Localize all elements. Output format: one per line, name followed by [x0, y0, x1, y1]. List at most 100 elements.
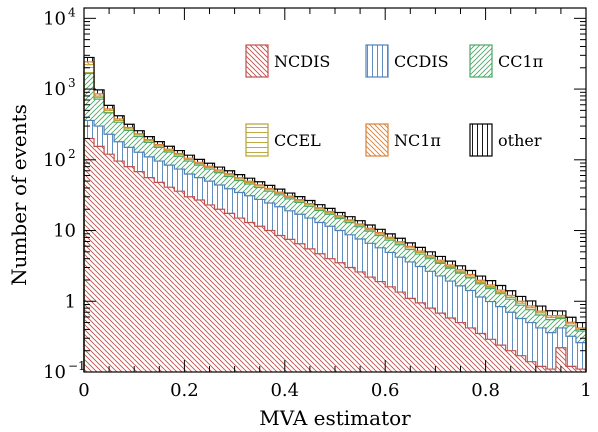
- bar-cc1pi-6: [144, 142, 155, 157]
- bar-nc1pi-37: [455, 269, 466, 272]
- bar-other-40: [485, 280, 496, 285]
- bar-ncdis-31: [395, 292, 406, 372]
- bar-cc1pi-26: [345, 222, 356, 235]
- legend-swatch: [469, 44, 493, 78]
- bar-other-19: [274, 189, 285, 193]
- bar-other-13: [214, 167, 225, 171]
- bar-other-47: [555, 310, 566, 316]
- bar-ccel-35: [435, 261, 446, 264]
- bar-other-49: [575, 322, 586, 328]
- bar-ccel-1: [94, 96, 105, 100]
- bar-nc1pi-6: [144, 139, 155, 141]
- bar-ncdis-0: [84, 138, 95, 372]
- legend-entry-ncdis: NCDIS: [245, 44, 330, 78]
- bar-ncdis-49: [575, 369, 586, 372]
- bar-other-44: [525, 300, 536, 306]
- bar-ccel-28: [365, 229, 376, 232]
- bar-nc1pi-10: [184, 158, 195, 160]
- bar-ccel-31: [395, 243, 406, 245]
- bar-cc1pi-46: [545, 319, 556, 333]
- bar-cc1pi-24: [324, 214, 335, 227]
- legend-label: NCDIS: [274, 52, 330, 71]
- bar-ccdis-28: [365, 243, 376, 278]
- legend-label: CC1π: [498, 52, 543, 71]
- bar-other-38: [465, 270, 476, 275]
- bar-nc1pi-38: [465, 274, 476, 277]
- bar-ncdis-45: [535, 366, 546, 372]
- bar-cc1pi-25: [335, 218, 346, 231]
- bar-ncdis-47: [555, 347, 566, 372]
- bar-other-36: [445, 261, 456, 265]
- bar-nc1pi-0: [84, 61, 95, 65]
- bar-other-34: [425, 251, 436, 256]
- bar-ccel-25: [335, 216, 346, 219]
- bar-other-10: [184, 155, 195, 159]
- bar-nc1pi-46: [545, 315, 556, 318]
- bar-ncdis-24: [324, 258, 335, 372]
- bar-ccdis-37: [455, 285, 466, 323]
- bar-other-11: [194, 159, 205, 163]
- bar-cc1pi-41: [495, 293, 506, 307]
- bar-ccel-18: [264, 189, 275, 192]
- bar-ccdis-49: [575, 342, 586, 370]
- bar-ncdis-5: [134, 171, 145, 372]
- bar-ccdis-32: [405, 261, 416, 299]
- bar-nc1pi-34: [425, 255, 436, 257]
- y-tick-label: 10: [43, 150, 66, 171]
- bar-nc1pi-19: [274, 192, 285, 194]
- series-ccel: [84, 64, 586, 331]
- bar-ncdis-13: [214, 209, 225, 372]
- bar-ccdis-2: [104, 134, 115, 155]
- bar-other-21: [294, 196, 305, 200]
- bar-ccdis-41: [495, 306, 506, 346]
- bar-ncdis-25: [335, 262, 346, 372]
- bar-ccel-20: [284, 197, 295, 199]
- bar-ncdis-2: [104, 154, 115, 372]
- bar-nc1pi-26: [345, 219, 356, 222]
- bar-ccdis-48: [565, 336, 576, 367]
- bar-cc1pi-7: [154, 147, 165, 162]
- bar-nc1pi-24: [324, 211, 335, 213]
- bar-nc1pi-31: [395, 241, 406, 244]
- bar-ccel-34: [425, 256, 436, 259]
- y-tick-label-exponent: 3: [68, 76, 76, 90]
- bar-nc1pi-30: [385, 237, 396, 239]
- bar-ccel-49: [575, 329, 586, 331]
- bar-ncdis-17: [254, 226, 265, 372]
- bar-cc1pi-35: [435, 263, 446, 276]
- bar-ncdis-12: [204, 204, 215, 372]
- bar-other-45: [535, 306, 546, 312]
- bar-ccel-48: [565, 323, 576, 326]
- bar-ncdis-33: [415, 302, 426, 372]
- bar-nc1pi-48: [565, 322, 576, 324]
- bar-ccdis-36: [445, 281, 456, 319]
- bar-ccdis-3: [114, 141, 125, 162]
- bar-cc1pi-3: [114, 122, 125, 142]
- bar-ccdis-6: [144, 156, 155, 178]
- series-ncdis: [84, 138, 586, 372]
- bar-ccdis-31: [395, 257, 406, 293]
- bar-cc1pi-20: [284, 198, 295, 211]
- bar-ccel-2: [104, 110, 115, 113]
- bar-ccel-30: [385, 238, 396, 241]
- bar-ccel-44: [525, 307, 536, 310]
- bar-ccdis-34: [425, 271, 436, 309]
- bar-ccdis-24: [324, 226, 335, 259]
- bar-ccel-15: [234, 178, 245, 181]
- bar-nc1pi-21: [294, 199, 305, 201]
- bar-ccel-37: [455, 271, 466, 274]
- x-axis-label: MVA estimator: [259, 406, 411, 430]
- bar-cc1pi-48: [565, 325, 576, 337]
- bar-cc1pi-17: [254, 187, 265, 200]
- bar-nc1pi-28: [365, 228, 376, 230]
- bar-other-0: [84, 57, 95, 62]
- x-tick-label: 0.2: [170, 380, 199, 401]
- bar-cc1pi-32: [405, 249, 416, 262]
- bar-ncdis-42: [505, 350, 516, 372]
- x-tick-label: 0.6: [371, 380, 400, 401]
- bar-other-5: [134, 130, 145, 134]
- bar-nc1pi-43: [515, 301, 526, 304]
- bar-ncdis-35: [435, 313, 446, 372]
